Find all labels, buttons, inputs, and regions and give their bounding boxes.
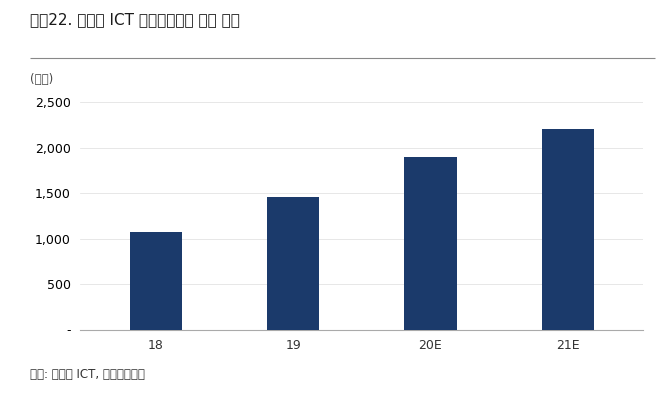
Bar [405,157,456,330]
Text: 그림22. 포스코 ICT 스마트팩토리 수주 추이: 그림22. 포스코 ICT 스마트팩토리 수주 추이 [30,12,240,27]
Text: (억원): (억원) [30,73,54,87]
Text: 자료: 포스코 ICT, 하이투자증권: 자료: 포스코 ICT, 하이투자증권 [30,368,145,381]
Bar [267,197,319,330]
Bar [130,232,182,330]
Bar [541,129,594,330]
